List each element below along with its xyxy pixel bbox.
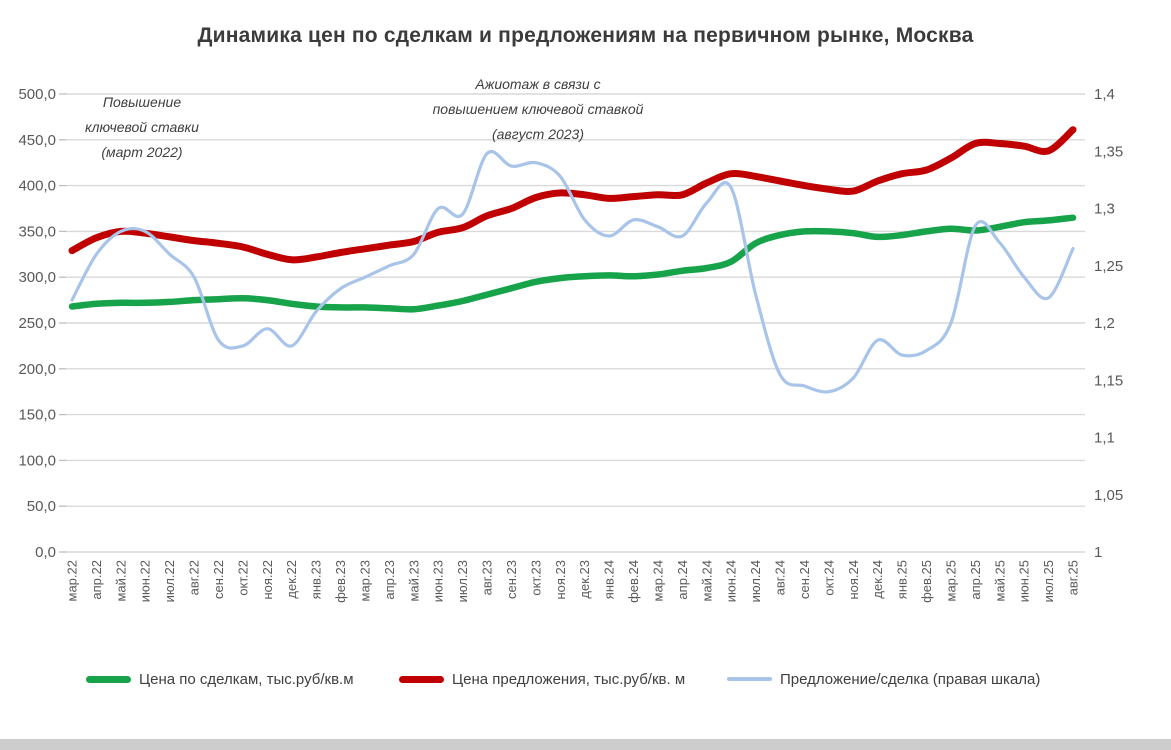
x-axis-tick-label: мар.22	[65, 560, 80, 601]
x-axis-tick-label: фев.24	[626, 560, 641, 603]
x-axis-tick-label: июл.23	[455, 560, 470, 602]
x-axis-tick-label: мар.24	[650, 560, 665, 601]
x-axis-tick-label: ноя.23	[553, 560, 568, 600]
x-axis-tick-label: апр.24	[675, 560, 690, 600]
annotation-line: Повышение	[102, 94, 182, 110]
chart-title: Динамика цен по сделкам и предложениям н…	[197, 24, 974, 47]
x-axis-tick-label: янв.23	[309, 560, 324, 599]
x-axis-tick-label: июн.25	[1017, 560, 1032, 602]
deal-price-line	[68, 214, 1077, 313]
annotation-line: повышением ключевой ставкой	[432, 101, 644, 117]
x-axis-tick-label: авг.24	[773, 560, 788, 595]
right-axis-tick-label: 1	[1094, 544, 1102, 561]
x-axis-tick-label: сен.23	[504, 560, 519, 599]
x-axis-tick-label: янв.25	[895, 560, 910, 599]
offer-price-legend-marker	[399, 675, 444, 683]
x-axis-tick-label: июн.23	[431, 560, 446, 602]
right-axis-tick-label: 1,1	[1094, 430, 1115, 447]
legend-label: Цена по сделкам, тыс.руб/кв.м	[139, 670, 354, 688]
x-axis-tick-label: окт.23	[528, 560, 543, 596]
right-axis-tick-label: 1,05	[1094, 487, 1123, 504]
x-axis-tick-label: апр.22	[89, 560, 104, 600]
annotation-key-rate-2022: Повышение ключевой ставки (март 2022)	[42, 90, 242, 165]
annotation-line: ключевой ставки	[85, 119, 199, 135]
left-axis-tick-label: 50,0	[27, 498, 56, 515]
annotation-line: (август 2023)	[491, 126, 585, 142]
x-axis-tick-label: дек.22	[284, 560, 299, 599]
x-axis-tick-label: июл.22	[162, 560, 177, 602]
x-axis-tick-label: апр.23	[382, 560, 397, 600]
offer-price-line	[68, 126, 1077, 264]
x-axis-tick-label: май.22	[113, 560, 128, 602]
x-axis-tick-label: май.25	[992, 560, 1007, 602]
legend-item-offer-price: Цена предложения, тыс.руб/кв. м	[399, 668, 685, 690]
right-axis-tick-label: 1,2	[1094, 315, 1115, 332]
x-axis-tick-label: янв.24	[602, 560, 617, 599]
x-axis-tick-label: сен.22	[211, 560, 226, 599]
right-axis-tick-label: 1,35	[1094, 143, 1123, 160]
x-axis-tick-label: июл.24	[748, 560, 763, 602]
x-axis-tick-label: окт.22	[235, 560, 250, 596]
left-axis-tick-label: 450,0	[18, 132, 56, 149]
x-axis-tick-label: май.24	[699, 560, 714, 602]
left-axis-tick-label: 300,0	[18, 269, 56, 286]
x-axis-tick-label: июн.24	[724, 560, 739, 602]
left-axis-tick-label: 200,0	[18, 361, 56, 378]
right-axis-tick-label: 1,25	[1094, 258, 1123, 275]
x-axis-tick-label: май.23	[406, 560, 421, 602]
annotation-line: Ажиотаж в связи с	[475, 76, 601, 92]
x-axis-tick-label: авг.23	[480, 560, 495, 595]
ratio-legend-marker	[727, 677, 772, 681]
right-axis-tick-label: 1,3	[1094, 201, 1115, 218]
legend-label: Цена предложения, тыс.руб/кв. м	[452, 670, 686, 688]
x-axis-tick-label: авг.22	[187, 560, 202, 595]
x-axis-tick-label: фев.25	[919, 560, 934, 603]
legend-item-ratio: Предложение/сделка (правая шкала)	[727, 668, 1040, 690]
x-axis-tick-label: сен.24	[797, 560, 812, 599]
left-axis-tick-label: 150,0	[18, 407, 56, 424]
left-axis-tick-label: 400,0	[18, 178, 56, 195]
left-axis-tick-label: 100,0	[18, 452, 56, 469]
x-axis-tick-label: ноя.24	[846, 560, 861, 600]
left-axis-tick-label: 250,0	[18, 315, 56, 332]
x-axis-tick-label: авг.25	[1066, 560, 1081, 595]
x-axis-tick-label: апр.25	[968, 560, 983, 600]
window-bottom-edge	[0, 739, 1171, 750]
right-axis-tick-label: 1,15	[1094, 372, 1123, 389]
x-axis-tick-label: мар.25	[943, 560, 958, 601]
right-axis-tick-label: 1,4	[1094, 86, 1115, 103]
x-axis-tick-label: дек.24	[870, 560, 885, 599]
annotation-line: (март 2022)	[101, 144, 183, 160]
x-axis-tick-label: ноя.22	[260, 560, 275, 600]
deal-price-legend-marker	[86, 675, 131, 683]
ratio-line	[70, 150, 1075, 394]
annotation-key-rate-2023: Ажиотаж в связи с повышением ключевой ст…	[412, 72, 664, 147]
legend-item-deal-price: Цена по сделкам, тыс.руб/кв.м	[86, 668, 354, 690]
x-axis-tick-label: фев.23	[333, 560, 348, 603]
x-axis-tick-label: июн.22	[138, 560, 153, 602]
legend-label: Предложение/сделка (правая шкала)	[780, 670, 1041, 688]
x-axis-tick-label: июл.25	[1041, 560, 1056, 602]
x-axis-tick-label: мар.23	[357, 560, 372, 601]
x-axis-tick-label: дек.23	[577, 560, 592, 599]
left-axis-tick-label: 0,0	[35, 544, 56, 561]
left-axis-tick-label: 350,0	[18, 223, 56, 240]
left-axis-tick-label: 500,0	[18, 86, 56, 103]
x-axis-tick-label: окт.24	[821, 560, 836, 596]
